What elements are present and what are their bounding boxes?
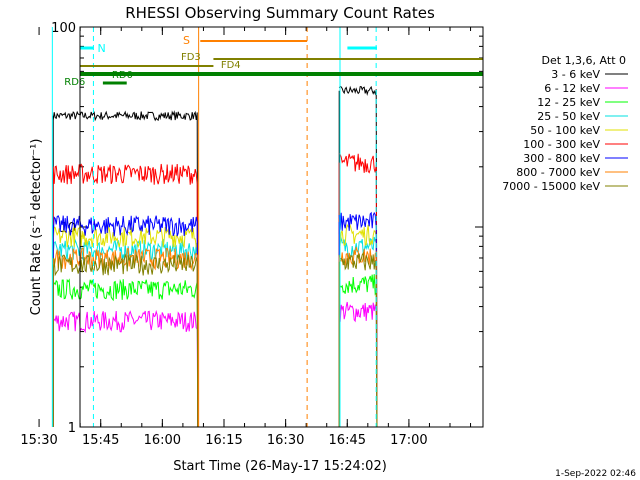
legend-label-7: 300 - 800 keV	[523, 152, 600, 165]
y-tick-label: 100	[51, 21, 76, 36]
y-tick-label: 1	[68, 421, 76, 436]
x-tick-label: 16:00	[144, 433, 181, 448]
s-label: S	[183, 34, 190, 47]
fd4-label: FD4	[221, 60, 241, 71]
series-line-9-segment-1	[52, 253, 199, 428]
x-tick-label: 17:00	[390, 433, 427, 448]
plot-frame	[79, 26, 484, 428]
legend-label-5: 50 - 100 keV	[530, 124, 600, 137]
chart-title: RHESSI Observing Summary Count Rates	[125, 4, 435, 22]
x-axis-label: Start Time (26-May-17 15:24:02)	[173, 459, 387, 474]
series-line-9-segment-2	[338, 251, 378, 428]
footer-date: 1-Sep-2022 02:46	[555, 469, 636, 479]
legend-label-9: 7000 - 15000 keV	[502, 180, 600, 193]
x-tick-label: 16:30	[267, 433, 304, 448]
y-axis-label: Count Rate (s⁻¹ detector⁻¹)	[29, 139, 44, 316]
legend-label-8: 800 - 7000 keV	[516, 166, 600, 179]
x-tick-label: 16:15	[205, 433, 242, 448]
plot-area: 15:30 15:45 16:00 16:15 16:30 16:45 17:0010010…	[20, 21, 483, 448]
x-tick-label: 16:45	[329, 433, 366, 448]
legend-title: Det 1,3,6, Att 0	[542, 54, 626, 67]
rd0-label: RD0	[112, 70, 133, 81]
fd3-label: FD3	[181, 52, 201, 63]
x-tick-label: 15:45	[82, 433, 119, 448]
n-label: N	[98, 42, 106, 55]
legend-label-2: 6 - 12 keV	[544, 82, 600, 95]
legend-label-6: 100 - 300 keV	[523, 138, 600, 151]
legend-label-3: 12 - 25 keV	[537, 96, 600, 109]
rd6-label: RD6	[64, 77, 85, 88]
legend-label-4: 25 - 50 keV	[537, 110, 600, 123]
x-tick-label: 15:30	[20, 433, 57, 448]
legend-label-1: 3 - 6 keV	[551, 68, 600, 81]
